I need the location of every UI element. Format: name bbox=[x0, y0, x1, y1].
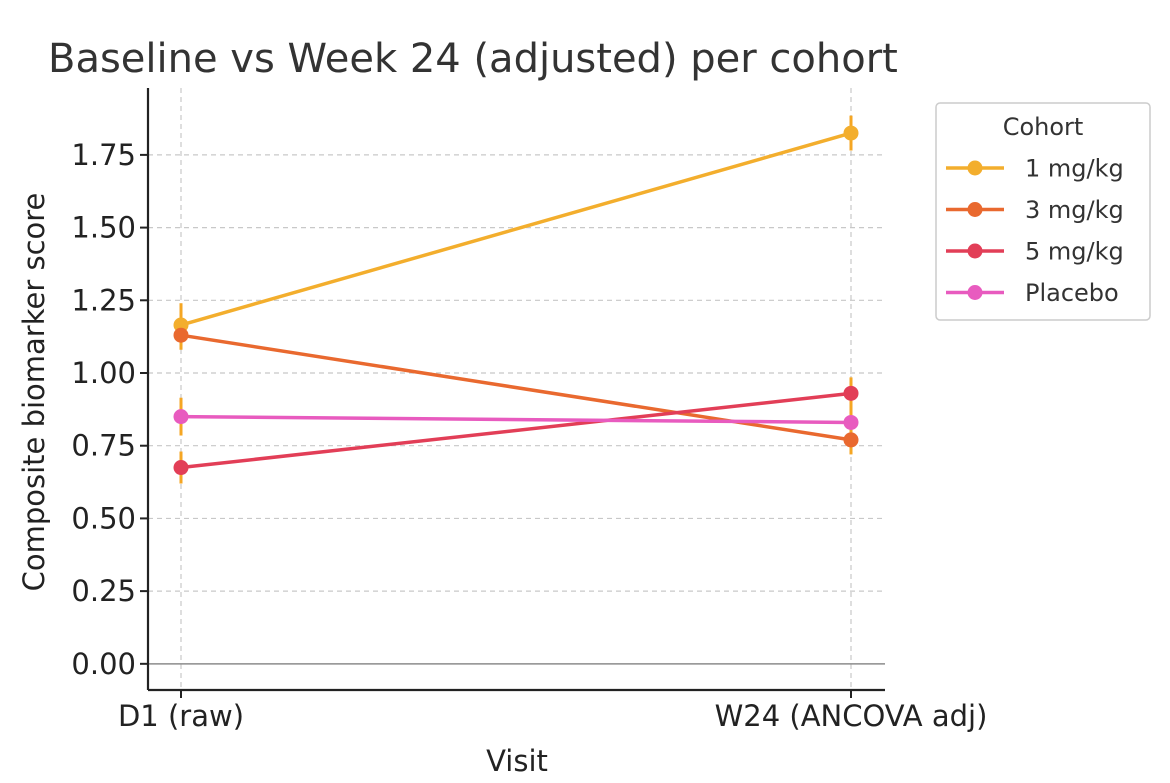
axes bbox=[146, 88, 885, 692]
legend-frame bbox=[935, 102, 1151, 321]
y-tick-label: 1.25 bbox=[71, 283, 136, 317]
error-bars bbox=[179, 115, 853, 484]
data-point bbox=[843, 432, 859, 448]
y-tick-label: 0.00 bbox=[71, 647, 136, 681]
ticks: 0.00 0.25 0.50 0.75 1.00 1.25 1.50 1.75 D1 (raw)… bbox=[71, 138, 987, 733]
legend-title: Cohort bbox=[1003, 113, 1084, 141]
data-point bbox=[173, 460, 189, 476]
series-line bbox=[180, 131, 852, 327]
legend-label: 5 mg/kg bbox=[1025, 238, 1124, 266]
series-line bbox=[180, 333, 852, 442]
y-tick-label: 0.25 bbox=[71, 574, 136, 608]
markers bbox=[173, 125, 859, 476]
y-axis-label: Composite biomarker score bbox=[17, 193, 51, 592]
legend-swatch-marker bbox=[967, 243, 983, 259]
x-tick-label: W24 (ANCOVA adj) bbox=[715, 699, 988, 733]
y-tick-label: 1.00 bbox=[71, 356, 136, 390]
legend-swatch-marker bbox=[967, 160, 983, 176]
legend-swatch-marker bbox=[967, 285, 983, 300]
data-point bbox=[173, 327, 189, 343]
legend: Cohort 1 mg/kg 3 mg/kg 5 mg/kg Placebo bbox=[935, 102, 1151, 321]
legend-swatch-marker bbox=[967, 202, 983, 217]
series-line bbox=[180, 414, 852, 425]
data-point bbox=[843, 414, 859, 430]
legend-label: 1 mg/kg bbox=[1025, 155, 1124, 183]
y-tick-label: 0.75 bbox=[71, 429, 136, 463]
legend-label: 3 mg/kg bbox=[1025, 196, 1124, 224]
grid bbox=[148, 88, 885, 690]
y-tick-label: 1.75 bbox=[71, 138, 136, 172]
data-point bbox=[843, 385, 859, 401]
series-line bbox=[180, 391, 852, 470]
series-lines bbox=[180, 131, 852, 470]
data-point bbox=[173, 409, 189, 425]
chart-title: Baseline vs Week 24 (adjusted) per cohor… bbox=[48, 36, 898, 82]
y-tick-label: 1.50 bbox=[71, 211, 136, 245]
data-point bbox=[843, 125, 859, 141]
x-axis-label: Visit bbox=[486, 744, 548, 778]
x-tick-label: D1 (raw) bbox=[118, 699, 244, 733]
legend-label: Placebo bbox=[1025, 279, 1119, 307]
y-tick-label: 0.50 bbox=[71, 501, 136, 535]
